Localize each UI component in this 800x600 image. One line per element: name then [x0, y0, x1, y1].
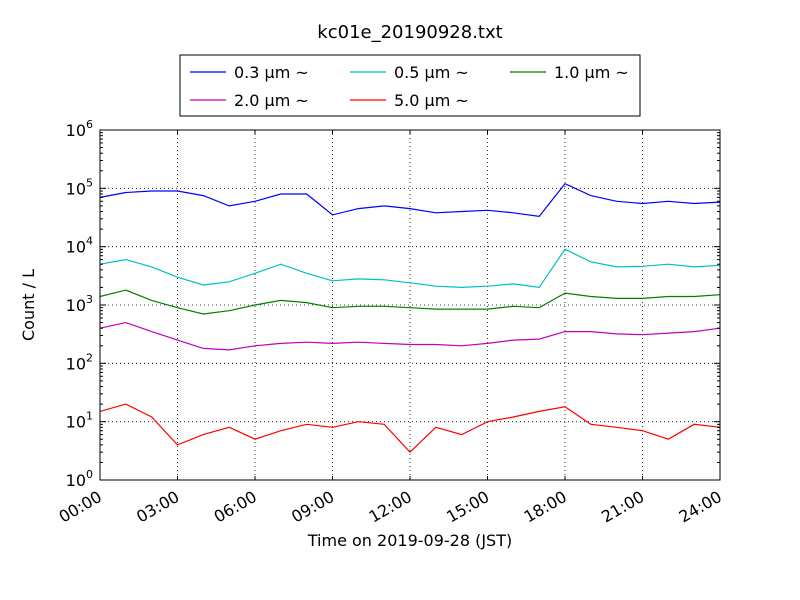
series-line-4	[99, 403, 721, 454]
series-line-2	[99, 289, 721, 315]
legend: 0.3 μm ~ 0.5 μm ~ 1.0 μm ~ 2.0 μm ~ 5.0 μm ~	[179, 54, 641, 117]
legend-label-0: 0.3 μm ~	[234, 63, 309, 82]
legend-label-3: 2.0 μm ~	[234, 91, 309, 110]
chart-title: kc01e_20190928.txt	[317, 22, 502, 43]
series-line-0	[99, 182, 721, 218]
y-tick-label: 104	[66, 235, 93, 257]
series-layer	[99, 182, 721, 454]
y-tick-label: 106	[66, 118, 93, 140]
legend-label-1: 0.5 μm ~	[394, 63, 469, 82]
legend-box	[179, 54, 641, 117]
grid	[100, 130, 720, 480]
x-axis-label: Time on 2019-09-28 (JST)	[307, 531, 512, 550]
y-tick-label: 101	[66, 410, 93, 432]
y-tick-label: 100	[66, 468, 93, 490]
y-axis-label: Count / L	[19, 269, 38, 341]
legend-label-4: 5.0 μm ~	[394, 91, 469, 110]
series-line-1	[99, 248, 721, 289]
y-tick-label: 105	[66, 176, 93, 198]
legend-label-2: 1.0 μm ~	[554, 63, 629, 82]
y-tick-label: 103	[66, 293, 93, 315]
y-tick-label: 102	[66, 351, 93, 373]
series-line-3	[99, 321, 721, 351]
